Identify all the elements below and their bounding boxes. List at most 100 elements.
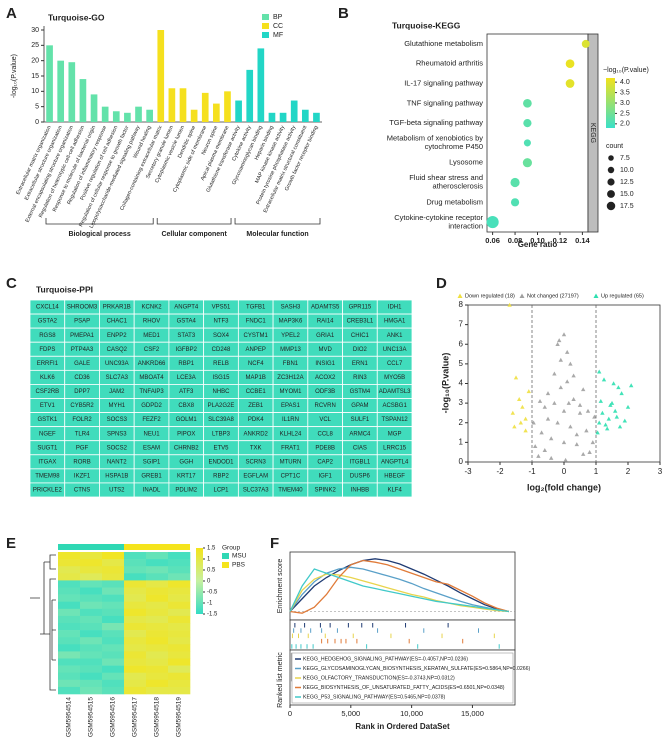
heat-cell xyxy=(168,623,191,631)
point xyxy=(577,402,583,407)
heat-cell xyxy=(80,672,103,681)
node-label: GPR115 xyxy=(349,305,372,311)
heat-cell xyxy=(80,594,103,602)
point xyxy=(561,440,567,445)
legend-swatch xyxy=(262,32,269,38)
point xyxy=(565,349,570,354)
heat-cell xyxy=(168,594,191,602)
point xyxy=(590,440,595,445)
node-label: NTF3 xyxy=(214,319,230,325)
node-label: ISG15 xyxy=(212,375,230,381)
x-tick-label: -2 xyxy=(496,467,504,476)
node-label: HSPA1B xyxy=(105,473,128,479)
y-tick-label: Rheumatoid arthritis xyxy=(416,59,483,68)
node-label: SASH3 xyxy=(281,305,301,311)
point xyxy=(611,381,616,386)
node-label: CASQ2 xyxy=(107,347,128,353)
node-label: SLC39A8 xyxy=(208,417,234,423)
node-label: GPAM xyxy=(351,403,368,409)
heat-cell xyxy=(168,658,191,666)
colorbar-label: 1.5 xyxy=(207,546,216,552)
heat-cell xyxy=(146,658,169,666)
x-tick-label: 1 xyxy=(594,467,599,476)
colorbar-label: 2.0 xyxy=(620,121,630,128)
node-label: YPEL2 xyxy=(281,333,300,339)
node-label: CHAC1 xyxy=(107,319,128,325)
node-label: UNC13A xyxy=(383,347,407,353)
heat-cell xyxy=(102,665,125,673)
point xyxy=(592,414,597,419)
column-label: GSM5954517 xyxy=(132,697,139,737)
legend-label: KEGG_P53_SIGNALING_PATHWAY(ES=0.5465,NP=… xyxy=(303,694,446,700)
heat-cell xyxy=(102,637,125,645)
node-label: TMEM98 xyxy=(35,473,60,479)
heat-cell xyxy=(58,658,81,666)
colorbar-label: 3.5 xyxy=(620,89,630,96)
node-label: PRICKLE2 xyxy=(33,488,63,494)
node-label: ACOX2 xyxy=(315,375,336,381)
node-label: EPAS1 xyxy=(281,403,301,409)
heat-cell xyxy=(102,644,125,652)
point xyxy=(566,400,571,405)
point xyxy=(617,424,623,429)
heat-cell xyxy=(124,623,147,631)
heat-cell xyxy=(102,587,125,595)
node-label: MYOM1 xyxy=(279,389,302,395)
point xyxy=(613,408,618,413)
x-tick-label: 0.12 xyxy=(553,236,568,245)
panel-letter: C xyxy=(6,275,17,292)
legend-box xyxy=(291,652,514,704)
heat-cell xyxy=(102,559,125,567)
point xyxy=(608,402,613,407)
heat-cell xyxy=(58,552,81,560)
heat-cell xyxy=(102,672,125,681)
heat-cell xyxy=(58,608,81,617)
node-label: FRAT1 xyxy=(281,445,300,451)
bar xyxy=(157,30,165,122)
point xyxy=(625,404,631,409)
point xyxy=(549,436,554,441)
panel-letter: E xyxy=(6,535,16,552)
heat-cell xyxy=(58,665,81,673)
x-tick-label: 0 xyxy=(288,709,292,718)
y-axis-label: -log₁₀(P.value) xyxy=(440,353,450,414)
group-bracket xyxy=(45,218,154,225)
node-label: MGP xyxy=(388,431,402,437)
point xyxy=(561,408,567,413)
group-bracket xyxy=(234,218,321,225)
heat-cell xyxy=(80,637,103,645)
node-label: SOX4 xyxy=(213,333,230,339)
heat-cell xyxy=(124,552,147,560)
heat-cell xyxy=(146,587,169,595)
node-label: GSTA2 xyxy=(38,319,58,325)
heat-cell xyxy=(146,580,169,588)
heat-cell xyxy=(80,587,103,595)
node-label: RELB xyxy=(213,361,229,367)
heat-cell xyxy=(102,651,125,659)
point xyxy=(552,400,557,405)
node-label: PDK4 xyxy=(248,417,264,423)
bar xyxy=(257,48,265,122)
point xyxy=(571,373,576,378)
node-label: GSTM4 xyxy=(350,389,371,395)
bar xyxy=(135,106,142,122)
node-label: SUGT1 xyxy=(37,445,58,451)
y-tick-label: Fluid shear stress and xyxy=(409,173,483,182)
heat-cell xyxy=(58,644,81,652)
node-label: GALE xyxy=(74,361,90,367)
node-label: MYH1 xyxy=(108,403,125,409)
y-tick-label: 6 xyxy=(459,339,464,348)
point xyxy=(577,410,583,415)
y-tick-label: 1 xyxy=(459,437,464,446)
heat-cell xyxy=(102,686,125,695)
point xyxy=(584,428,589,433)
node-label: MMP13 xyxy=(280,347,301,353)
point xyxy=(542,448,547,452)
heat-cell xyxy=(124,672,147,681)
heat-cell xyxy=(146,573,169,581)
panel-letter: D xyxy=(436,275,447,292)
point xyxy=(614,414,619,419)
node-label: PLA2G2E xyxy=(208,403,235,409)
node-label: FOLR2 xyxy=(72,417,92,423)
point xyxy=(518,420,523,425)
